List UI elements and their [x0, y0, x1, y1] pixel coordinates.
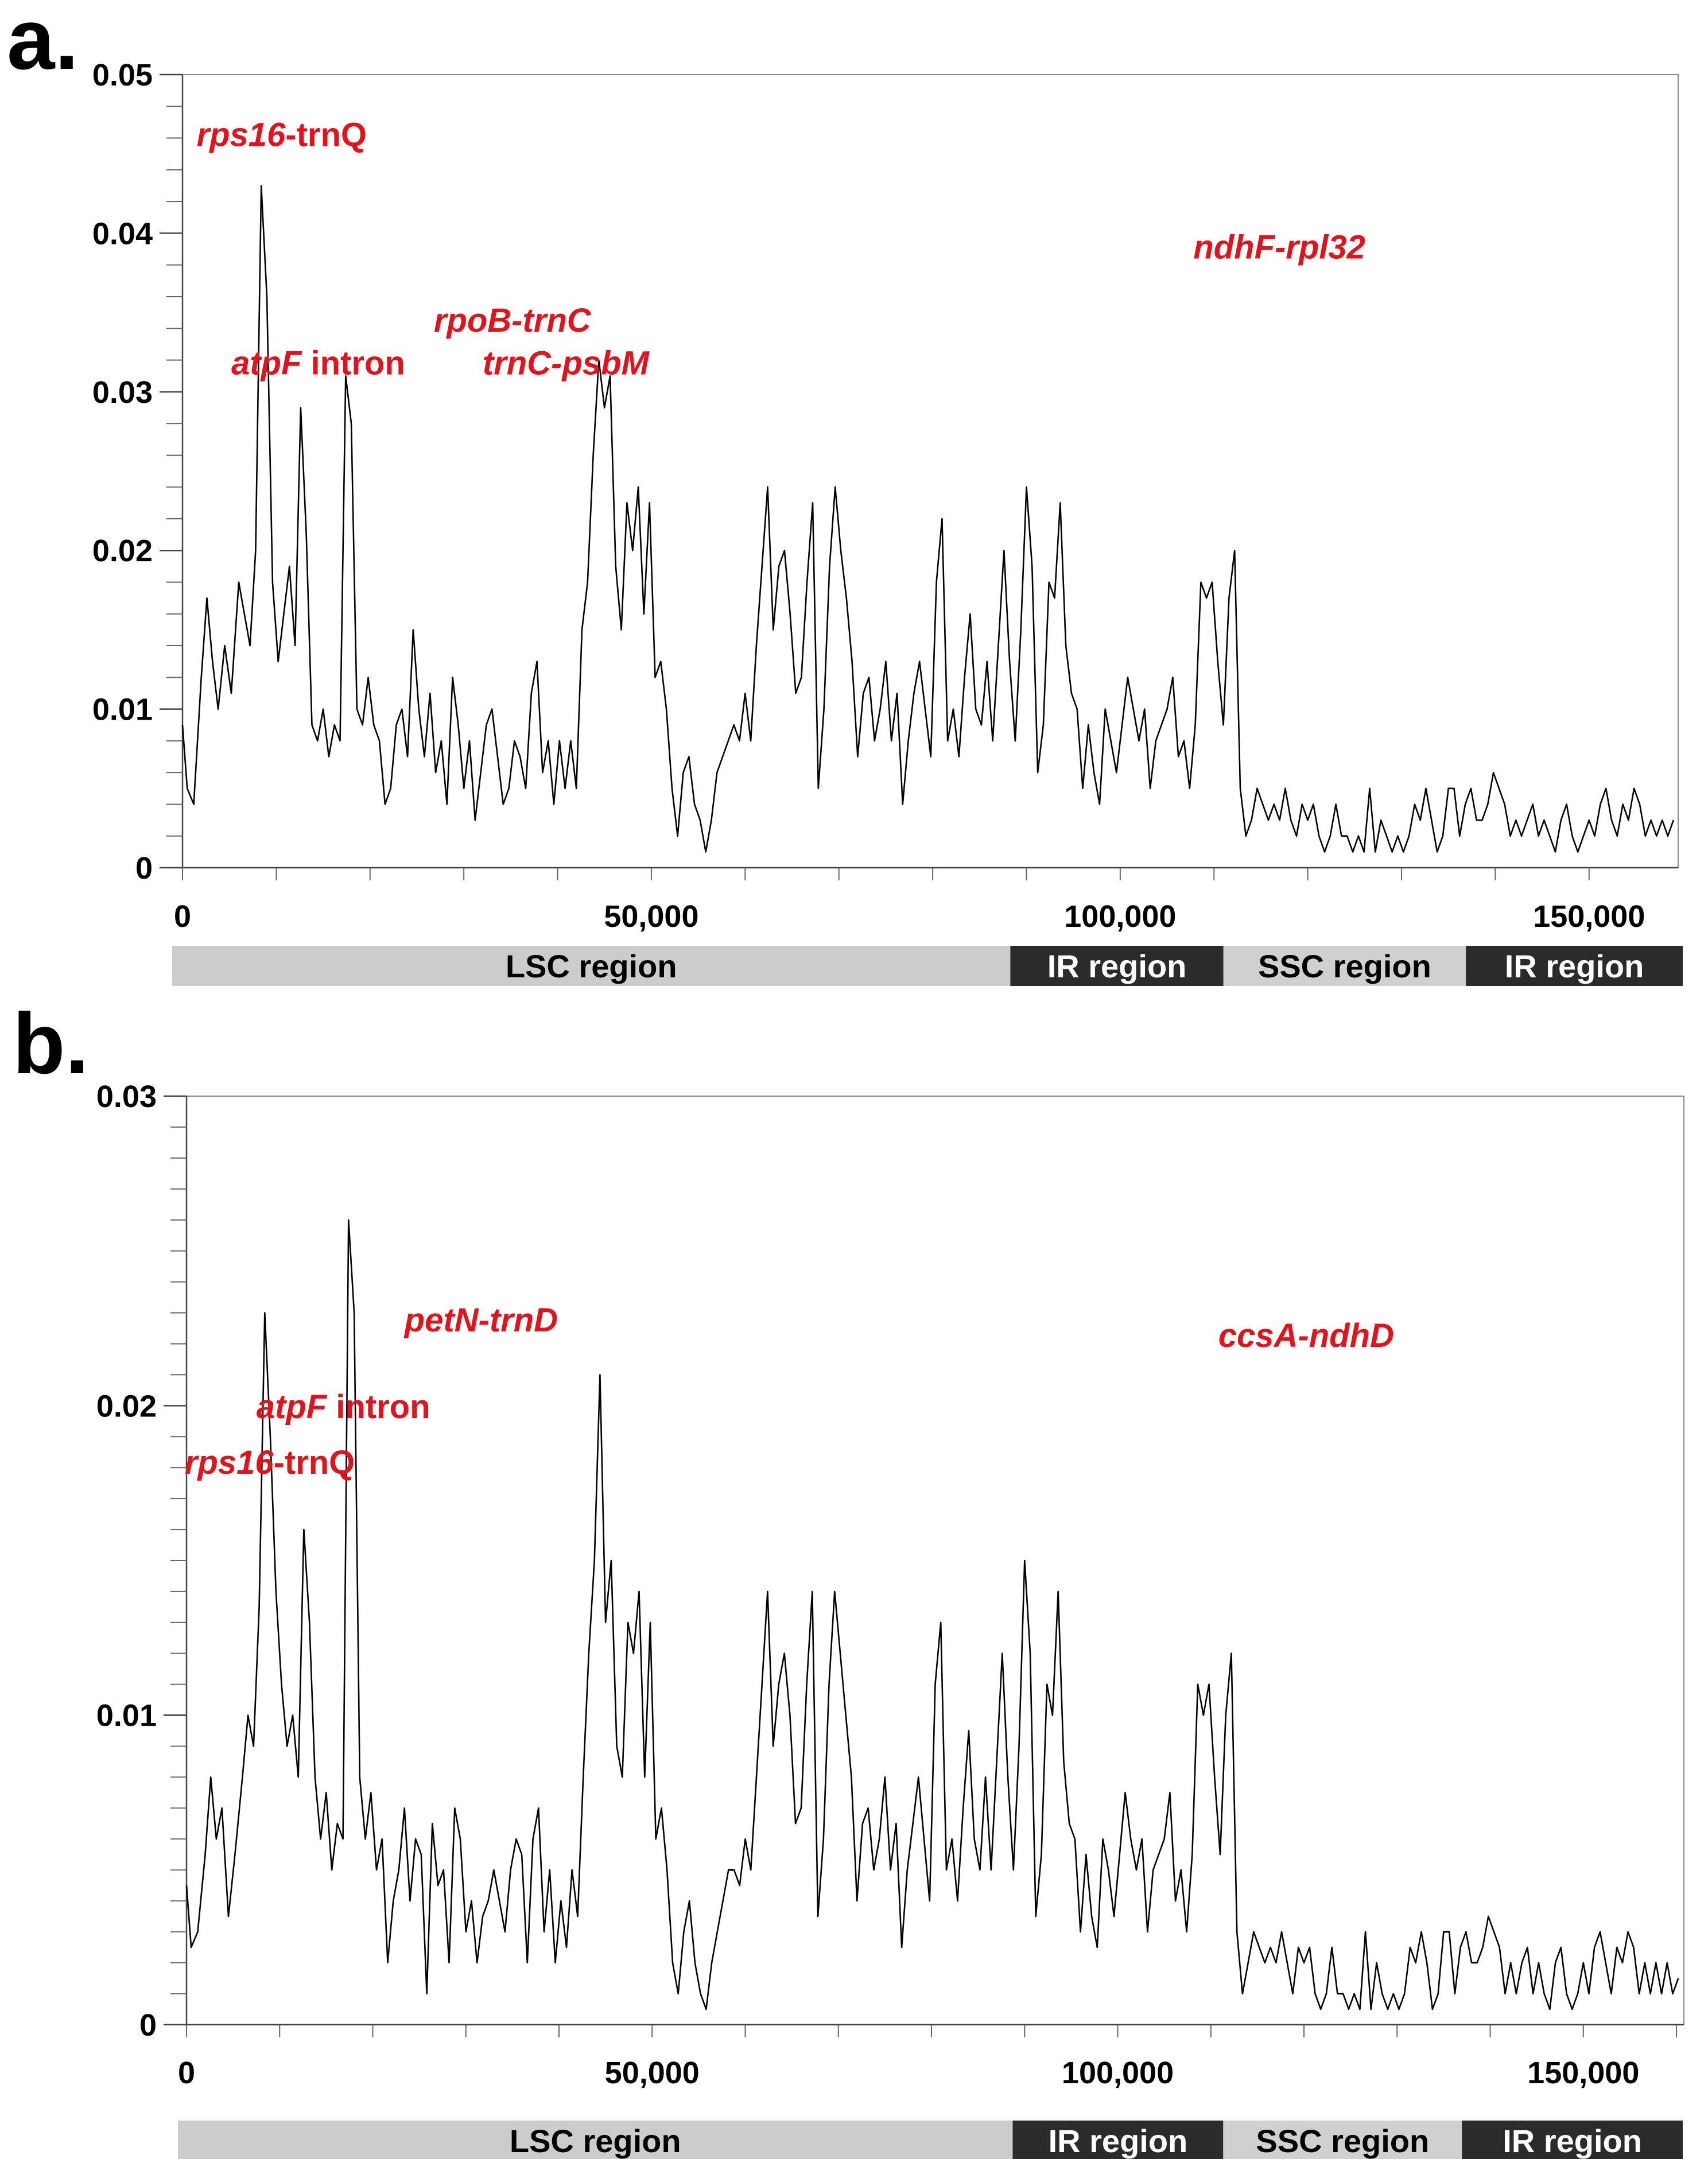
region-label: SSC region: [1256, 2123, 1429, 2159]
x-tick-label: 0: [178, 2056, 195, 2090]
peak-annotation: rpoB-trnC: [434, 302, 592, 339]
peak-annotation: ndhF-rpl32: [1193, 229, 1365, 266]
x-tick-label: 150,000: [1527, 2056, 1639, 2090]
region-band: [1462, 2121, 1683, 2159]
series-line-pi: [185, 1219, 1679, 2010]
x-tick-label: 100,000: [1062, 2056, 1174, 2090]
peak-annotation: petN-trnD: [403, 1302, 558, 1339]
region-band: [172, 946, 1011, 986]
y-tick-label: 0.01: [96, 1699, 157, 1733]
region-band: [1010, 946, 1224, 986]
region-band: [178, 2121, 1013, 2159]
y-tick-label: 0.04: [92, 216, 153, 251]
peak-annotation: ccsA-ndhD: [1218, 1317, 1394, 1354]
region-label: IR region: [1503, 2123, 1642, 2159]
region-label: IR region: [1047, 948, 1187, 984]
y-tick-label: 0.03: [92, 375, 153, 410]
panel-label-b: b.: [13, 995, 89, 1092]
peak-annotation: trnC-psbM: [483, 344, 650, 382]
y-tick-label: 0: [139, 2008, 157, 2042]
x-tick-label: 50,000: [605, 2056, 700, 2090]
region-label: LSC region: [506, 948, 677, 984]
y-tick-label: 0.03: [96, 1080, 157, 1114]
peak-annotation: rps16-trnQ: [185, 1444, 355, 1481]
y-tick-label: 0.05: [92, 58, 153, 92]
region-band: [1012, 2121, 1224, 2159]
peak-annotation: rps16-trnQ: [197, 116, 367, 153]
panel-label-a: a.: [7, 0, 79, 87]
region-label: IR region: [1049, 2123, 1188, 2159]
y-tick-label: 0.02: [92, 534, 153, 568]
region-label: IR region: [1505, 948, 1644, 984]
series-line-pi: [181, 185, 1675, 853]
chart-panel-a: 0 0.01 0.02 0.03 0.04 0.05 0 50,000 100,000 150,0…: [92, 58, 1683, 986]
region-band: [1223, 2121, 1462, 2159]
x-tick-label: 150,000: [1533, 899, 1645, 934]
region-band: [1223, 946, 1466, 986]
x-tick-label: 0: [174, 899, 191, 934]
region-label: SSC region: [1258, 948, 1431, 984]
y-tick-label: 0.02: [96, 1389, 157, 1423]
y-tick-label: 0: [135, 851, 153, 886]
chart-panel-b: 0 0.01 0.02 0.03 0 50,000 100,000 150,000 petN-t…: [96, 1080, 1684, 2159]
x-tick-label: 100,000: [1064, 899, 1176, 934]
x-tick-label: 50,000: [604, 899, 698, 934]
peak-annotation: atpF intron: [257, 1388, 430, 1426]
peak-annotation: atpF intron: [231, 344, 405, 382]
region-label: LSC region: [510, 2123, 681, 2159]
region-band: [1466, 946, 1683, 986]
y-tick-label: 0.01: [92, 693, 153, 727]
